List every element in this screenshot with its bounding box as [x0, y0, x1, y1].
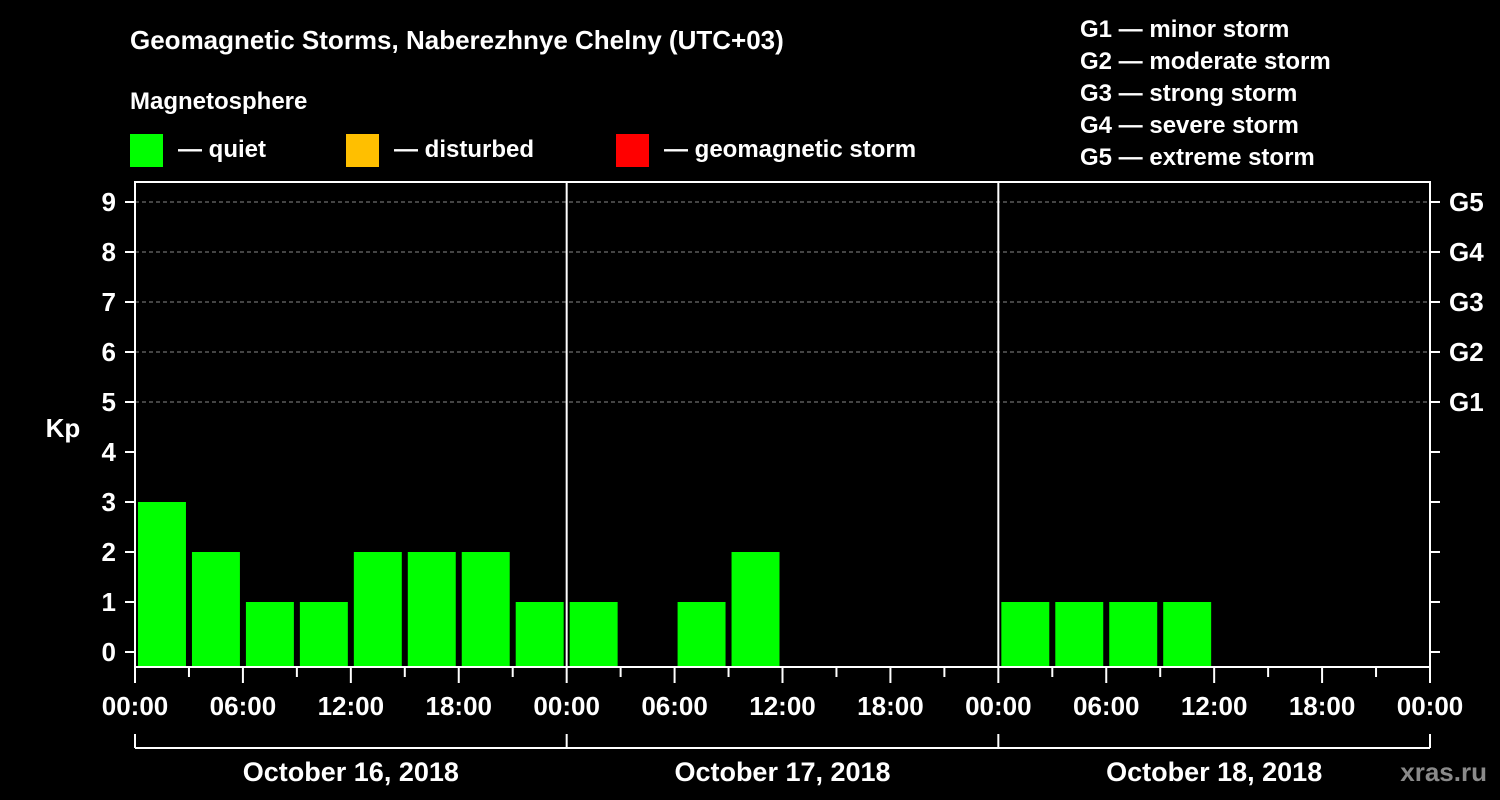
x-tick-label: 06:00 — [1073, 691, 1140, 721]
y-tick-label: 5 — [102, 387, 116, 417]
legend-label-storm: — geomagnetic storm — [664, 136, 916, 163]
plot-frame — [134, 181, 1431, 668]
kp-bar — [1163, 602, 1212, 667]
chart-subtitle: Magnetosphere — [130, 88, 307, 115]
day-label: October 18, 2018 — [1106, 757, 1322, 787]
storm-scale-g3: G3 — strong storm — [1080, 80, 1297, 107]
kp-bar — [461, 552, 510, 667]
y-tick-label: 4 — [102, 437, 117, 467]
legend-swatch-quiet — [130, 134, 163, 167]
x-tick-label: 12:00 — [749, 691, 816, 721]
kp-bar — [299, 602, 348, 667]
x-tick-label: 00:00 — [1397, 691, 1464, 721]
y-axis-label: Kp — [46, 413, 81, 443]
chart-title: Geomagnetic Storms, Naberezhnye Chelny (… — [130, 25, 784, 55]
y-tick-label: 7 — [102, 287, 116, 317]
storm-scale-g1: G1 — minor storm — [1080, 16, 1289, 43]
x-tick-label: 00:00 — [102, 691, 169, 721]
x-tick-label: 06:00 — [641, 691, 708, 721]
g-scale-label: G5 — [1449, 187, 1484, 217]
g-scale-label: G3 — [1449, 287, 1484, 317]
grid-lines — [135, 201, 1430, 403]
storm-scale-g5: G5 — extreme storm — [1080, 144, 1315, 171]
x-tick-label: 18:00 — [857, 691, 924, 721]
y-tick-label: 3 — [102, 487, 116, 517]
kp-bar — [138, 502, 186, 667]
watermark: xras.ru — [1400, 757, 1487, 787]
bars — [138, 502, 1212, 667]
kp-bar — [1055, 602, 1104, 667]
x-tick-label: 18:00 — [1289, 691, 1356, 721]
legend-label-disturbed: — disturbed — [394, 136, 534, 163]
y-tick-label: 9 — [102, 187, 116, 217]
kp-bar — [353, 552, 402, 667]
kp-bar — [569, 602, 618, 667]
legend-swatch-disturbed — [346, 134, 379, 167]
kp-bar — [731, 552, 780, 667]
axes — [125, 181, 1440, 749]
x-tick-label: 00:00 — [965, 691, 1032, 721]
kp-bar — [191, 552, 240, 667]
y-tick-label: 8 — [102, 237, 116, 267]
legend: — quiet — disturbed — geomagnetic storm — [130, 134, 916, 167]
x-tick-label: 12:00 — [318, 691, 385, 721]
storm-scale-list: G1 — minor storm G2 — moderate storm G3 … — [1080, 16, 1331, 171]
kp-bar — [407, 552, 456, 667]
y-tick-label: 0 — [102, 637, 116, 667]
kp-bar — [515, 602, 564, 667]
y-tick-label: 6 — [102, 337, 116, 367]
kp-bar — [245, 602, 294, 667]
g-scale-label: G4 — [1449, 237, 1484, 267]
g-scale-label: G1 — [1449, 387, 1484, 417]
storm-scale-g2: G2 — moderate storm — [1080, 48, 1331, 75]
storm-scale-g4: G4 — severe storm — [1080, 112, 1299, 139]
x-tick-label: 12:00 — [1181, 691, 1248, 721]
kp-bar — [1001, 602, 1050, 667]
tick-labels: 0 1 2 3 4 5 6 7 8 9 G1 G2 G3 G4 G5 00:00 06:00 12:00 18:00… — [102, 187, 1485, 787]
y-tick-label: 2 — [102, 537, 116, 567]
legend-swatch-storm — [616, 134, 649, 167]
x-tick-label: 18:00 — [426, 691, 493, 721]
kp-bar — [1109, 602, 1158, 667]
kp-bar — [677, 602, 726, 667]
day-label: October 17, 2018 — [674, 757, 890, 787]
x-tick-label: 06:00 — [210, 691, 277, 721]
day-label: October 16, 2018 — [243, 757, 459, 787]
x-tick-label: 00:00 — [533, 691, 600, 721]
legend-label-quiet: — quiet — [178, 136, 266, 163]
g-scale-label: G2 — [1449, 337, 1484, 367]
y-tick-label: 1 — [102, 587, 116, 617]
